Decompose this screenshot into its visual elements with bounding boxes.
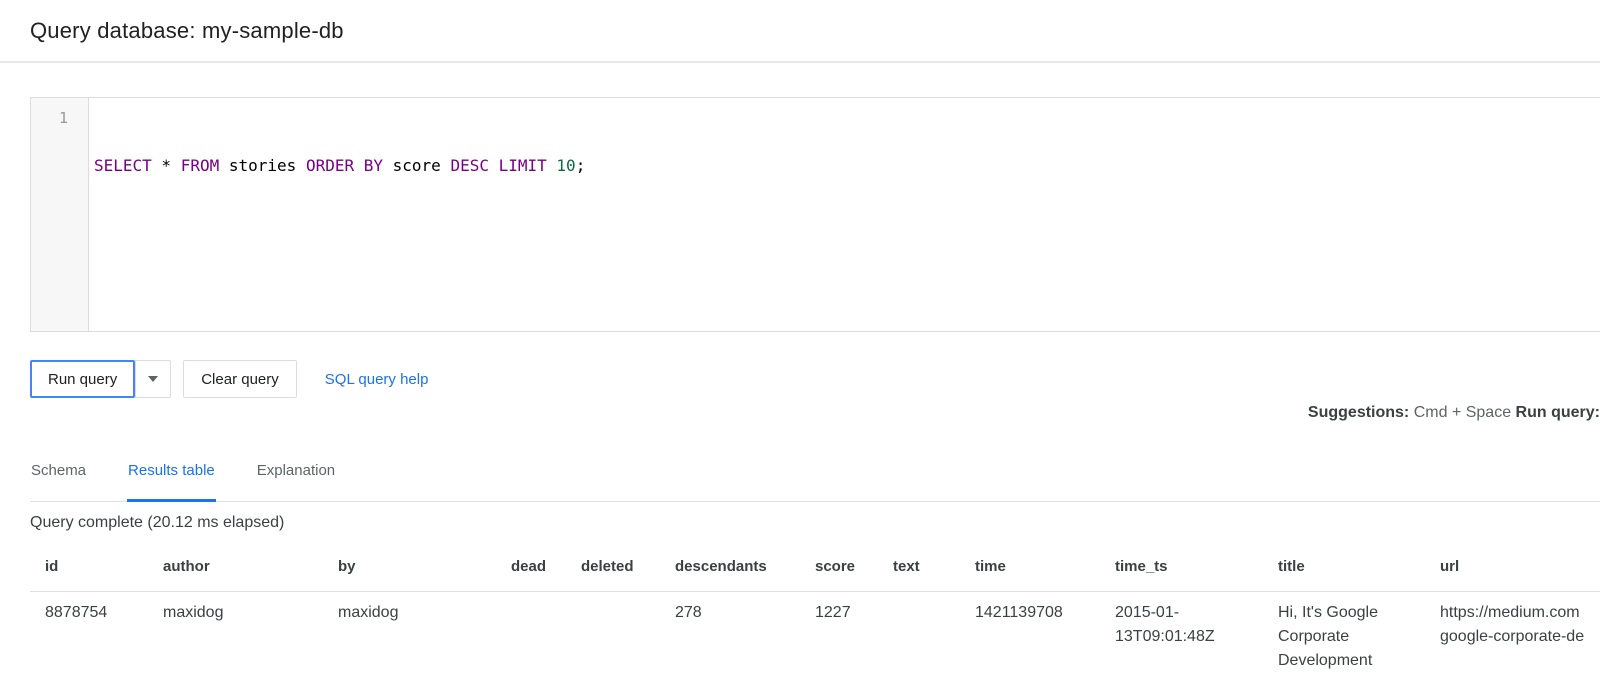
chevron-down-icon (148, 376, 159, 382)
cell-text (878, 592, 960, 674)
column-header-time: time (960, 532, 1100, 592)
sql-query-help-link[interactable]: SQL query help (324, 370, 429, 388)
column-header-dead: dead (496, 532, 566, 592)
results-body: 8878754 maxidog maxidog 278 1227 1421139708 20… (30, 592, 1600, 674)
clear-query-button[interactable]: Clear query (183, 360, 297, 398)
code-token-keyword: LIMIT (498, 156, 547, 175)
column-header-text: text (878, 532, 960, 592)
tab-schema[interactable]: Schema (31, 462, 87, 479)
cell-dead (496, 592, 566, 674)
table-row: 8878754 maxidog maxidog 278 1227 1421139708 20… (30, 592, 1600, 674)
code-token-plain: score (383, 156, 451, 175)
run-query-button[interactable]: Run query (30, 360, 136, 398)
suggestions-label: Suggestions: (1307, 404, 1410, 421)
results-table: id author by dead deleted descendants score tex… (30, 532, 1600, 673)
tab-explanation[interactable]: Explanation (256, 462, 336, 479)
suggestions-action: Run query: (1515, 404, 1600, 421)
cell-title: Hi, It's Google Corporate Development (1278, 604, 1378, 669)
code-token-keyword: DESC (450, 156, 489, 175)
code-token-plain: * (151, 156, 181, 175)
column-header-score: score (800, 532, 878, 592)
editor-gutter: 1 (31, 98, 89, 331)
column-header-id: id (30, 532, 148, 592)
tab-results-table[interactable]: Results table (127, 452, 216, 502)
query-status: Query complete (20.12 ms elapsed) (30, 514, 285, 531)
cell-time_ts: 2015-01-13T09:01:48Z (1115, 604, 1215, 645)
cell-author: maxidog (163, 604, 224, 621)
code-token-plain: stories (219, 156, 306, 175)
cell-id: 8878754 (45, 604, 108, 621)
suggestions-bar: Suggestions: Cmd + Space Run query: (0, 404, 1600, 422)
code-token-keyword: FROM (180, 156, 220, 175)
line-number: 1 (58, 109, 68, 127)
tabs: Schema Results table Explanation (30, 452, 1600, 502)
suggestions-shortcut: Cmd + Space (1409, 404, 1516, 421)
column-header-descendants: descendants (660, 532, 800, 592)
code-token-keyword: SELECT (94, 156, 152, 175)
code-token-plain: ; (575, 156, 586, 175)
cell-time: 1421139708 (975, 604, 1063, 621)
run-query-dropdown-button[interactable] (135, 360, 172, 398)
column-header-author: author (148, 532, 323, 592)
code-area[interactable]: SELECT * FROM stories ORDER BY score DES… (89, 98, 1600, 331)
column-header-by: by (323, 532, 496, 592)
cell-by: maxidog (338, 604, 399, 621)
column-header-title: title (1263, 532, 1425, 592)
cell-url: https://medium.com google-corporate-de (1440, 604, 1585, 645)
cell-score: 1227 (815, 604, 851, 621)
column-header-deleted: deleted (566, 532, 660, 592)
column-header-url: url (1425, 532, 1600, 592)
column-header-time_ts: time_ts (1100, 532, 1263, 592)
code-line: SELECT * FROM stories ORDER BY score DES… (94, 154, 1600, 178)
page-header: Query database: my-sample-db (0, 0, 1600, 63)
code-token-plain (489, 156, 499, 175)
sql-editor[interactable]: 1 SELECT * FROM stories ORDER BY score D… (30, 97, 1600, 332)
code-token-number: 10 (556, 156, 576, 175)
results-header-row: id author by dead deleted descendants score tex… (30, 532, 1600, 592)
code-token-keyword: ORDER BY (305, 156, 383, 175)
toolbar: Run query Clear query SQL query help (30, 360, 1600, 398)
cell-deleted (566, 592, 660, 674)
cell-descendants: 278 (675, 604, 702, 621)
page-title: Query database: my-sample-db (30, 17, 344, 43)
code-token-plain (547, 156, 557, 175)
